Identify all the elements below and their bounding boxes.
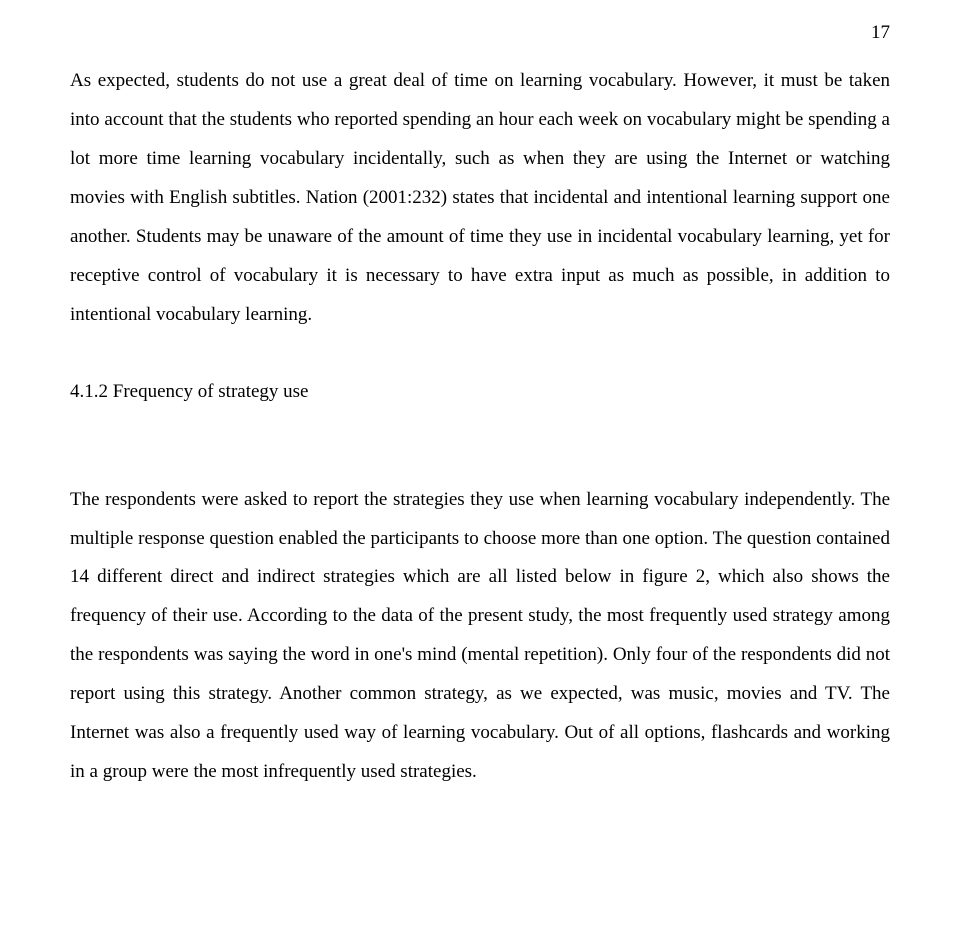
- page-number: 17: [871, 22, 890, 44]
- body-paragraph-1: As expected, students do not use a great…: [70, 62, 890, 335]
- body-paragraph-2: The respondents were asked to report the…: [70, 481, 890, 793]
- section-heading: 4.1.2 Frequency of strategy use: [70, 373, 890, 411]
- document-page: 17 As expected, students do not use a gr…: [0, 0, 960, 944]
